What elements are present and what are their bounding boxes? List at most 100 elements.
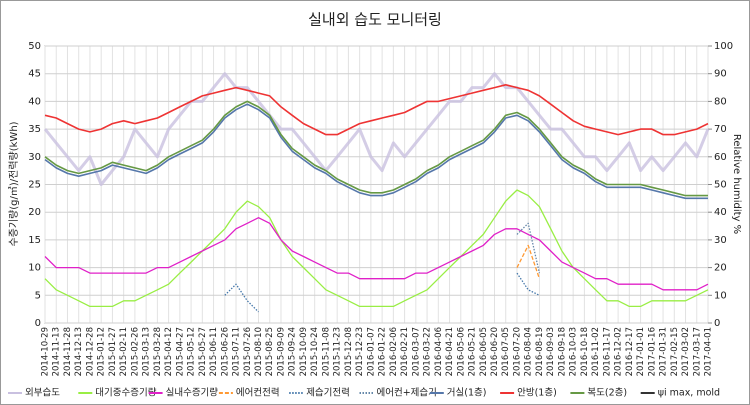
y2-tick-label: 50 — [714, 180, 727, 191]
x-tick-label: 2016-12-02 — [614, 327, 624, 376]
x-tick-label: 2015-10-24 — [310, 327, 320, 376]
x-tick-label: 2017-01-01 — [636, 327, 646, 376]
x-tick-label: 2016-01-22 — [378, 327, 388, 376]
x-tick-label: 2016-08-04 — [524, 327, 534, 376]
y-axis-label: 수증기량(g/㎥)/전력량(kWh) — [7, 121, 20, 246]
x-tick-label: 2016-09-03 — [546, 327, 556, 376]
y2-tick-label: 0 — [714, 318, 720, 329]
y-tick-label: 40 — [28, 96, 41, 107]
y2-tick-label: 40 — [714, 207, 727, 218]
x-tick-label: 2014-12-13 — [74, 327, 84, 376]
series-line — [516, 222, 541, 274]
y2-axis-label: Relative humidity % — [731, 134, 742, 234]
x-tick-label: 2016-04-06 — [434, 327, 444, 376]
x-tick-label: 2016-04-21 — [445, 327, 455, 376]
x-tick-label: 2016-02-21 — [400, 327, 410, 376]
x-tick-label: 2016-06-20 — [490, 327, 500, 376]
y2-tick-label: 80 — [714, 96, 727, 107]
y-tick-label: 45 — [28, 69, 41, 80]
y-tick-label: 10 — [28, 263, 41, 274]
x-tick-label: 2014-12-28 — [85, 327, 95, 376]
x-tick-label: 2015-02-26 — [130, 327, 140, 376]
legend-label: 외부습도 — [25, 387, 60, 399]
x-tick-label: 2014-11-28 — [63, 327, 73, 376]
x-tick-label: 2016-03-07 — [411, 327, 421, 376]
series-line — [516, 244, 541, 279]
x-tick-label: 2016-05-06 — [456, 327, 466, 376]
y-tick-label: 30 — [28, 152, 41, 163]
series-line — [44, 217, 709, 291]
y2-tick-label: 30 — [714, 235, 727, 246]
y2-tick-label: 10 — [714, 290, 727, 301]
legend-label: ψi max, mold — [658, 388, 720, 399]
x-tick-label: 2017-01-31 — [659, 327, 669, 376]
y-tick-label: 0 — [35, 318, 41, 329]
x-tick-label: 2015-01-27 — [108, 327, 118, 376]
legend-label: 복도(2층) — [587, 388, 627, 399]
x-tick-label: 2016-07-20 — [512, 327, 522, 376]
series-line — [44, 103, 708, 200]
x-tick-label: 2016-12-17 — [625, 327, 635, 376]
x-tick-label: 2016-06-05 — [479, 327, 489, 376]
x-tick-label: 2015-07-26 — [243, 327, 253, 376]
x-tick-label: 2015-04-27 — [175, 327, 185, 376]
x-tick-label: 2015-04-12 — [164, 327, 174, 376]
x-tick-label: 2015-10-09 — [299, 327, 309, 376]
x-tick-label: 2016-07-05 — [501, 327, 511, 376]
x-tick-label: 2015-02-11 — [119, 327, 129, 376]
x-tick-label: 2016-01-07 — [366, 327, 376, 376]
x-tick-label: 2015-05-27 — [198, 327, 208, 376]
chart-title: 실내외 습도 모니터링 — [308, 11, 442, 29]
x-tick-label: 2015-11-23 — [333, 327, 343, 376]
x-tick-label: 2015-07-11 — [232, 327, 242, 376]
x-tick-label: 2015-03-13 — [142, 327, 152, 376]
series-line — [43, 72, 710, 186]
x-tick-label: 2016-03-22 — [423, 327, 433, 376]
x-tick-label: 2015-08-10 — [254, 327, 264, 376]
y2-tick-label: 60 — [714, 152, 727, 163]
x-tick-label: 2017-02-15 — [670, 327, 680, 376]
y2-tick-label: 70 — [714, 124, 727, 135]
x-tick-label: 2014-11-13 — [52, 327, 62, 376]
series-line — [44, 189, 709, 308]
x-tick-label: 2017-04-01 — [704, 327, 714, 376]
y2-tick-label: 90 — [714, 69, 727, 80]
x-tick-label: 2015-05-12 — [187, 327, 197, 376]
series-line — [44, 84, 709, 136]
y-tick-label: 5 — [35, 290, 41, 301]
x-tick-label: 2015-01-12 — [97, 327, 107, 376]
y-tick-label: 15 — [28, 235, 41, 246]
y2-tick-label: 20 — [714, 263, 727, 274]
x-tick-label: 2016-10-18 — [580, 327, 590, 376]
x-tick-label: 2015-08-25 — [265, 327, 275, 376]
x-tick-label: 2015-12-23 — [355, 327, 365, 376]
legend-label: 실내수증기량 — [166, 387, 219, 399]
x-tick-label: 2015-12-08 — [344, 327, 354, 376]
x-tick-label: 2015-03-28 — [153, 327, 163, 376]
legend-label: 안방(1층) — [517, 388, 557, 399]
x-tick-label: 2016-11-02 — [591, 327, 601, 376]
legend-label: 에어컨+제습기 — [377, 388, 437, 399]
legend-label: 대기중수증기량 — [95, 387, 156, 399]
x-tick-label: 2017-01-16 — [647, 327, 657, 376]
x-tick-label: 2015-09-24 — [288, 327, 298, 376]
y-tick-label: 50 — [28, 41, 41, 52]
x-tick-label: 2016-10-03 — [569, 327, 579, 376]
y2-tick-label: 100 — [714, 41, 733, 52]
x-tick-label: 2015-09-09 — [276, 327, 286, 376]
x-tick-label: 2016-09-18 — [557, 327, 567, 376]
legend-label: 제습기전력 — [306, 387, 350, 399]
legend-label: 거실(1층) — [447, 388, 487, 399]
y-tick-label: 25 — [28, 180, 41, 191]
x-tick-label: 2016-05-21 — [468, 327, 478, 376]
y-tick-label: 35 — [28, 124, 41, 135]
series-line — [44, 100, 708, 197]
x-tick-label: 2017-03-02 — [681, 327, 691, 376]
x-tick-label: 2016-08-19 — [535, 327, 545, 376]
y-tick-label: 20 — [28, 207, 41, 218]
x-tick-label: 2016-02-06 — [389, 327, 399, 376]
x-tick-label: 2015-06-11 — [209, 327, 219, 376]
x-tick-label: 2014-10-29 — [41, 327, 51, 376]
x-tick-label: 2015-11-08 — [321, 327, 331, 376]
series-line — [516, 272, 540, 296]
